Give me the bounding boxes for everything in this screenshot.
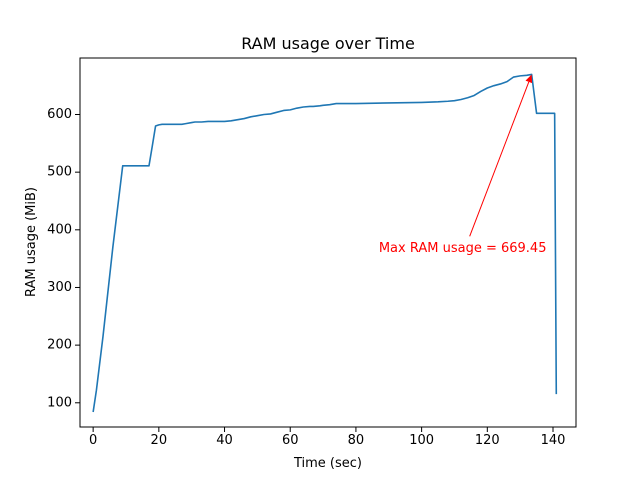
y-tick-label: 600 — [47, 107, 72, 122]
y-tick-label: 500 — [47, 165, 72, 180]
axis-ticks: 0 20 40 60 80 100 120 140 100 200 300 400 500 600 — [47, 107, 565, 448]
x-tick-label: 40 — [216, 433, 233, 448]
x-tick-label: 140 — [541, 433, 566, 448]
chart-title: RAM usage over Time — [241, 34, 415, 53]
x-tick-label: 20 — [151, 433, 168, 448]
y-tick-label: 400 — [47, 222, 72, 237]
annotation: Max RAM usage = 669.45 — [379, 74, 547, 256]
annotation-label: Max RAM usage = 669.45 — [379, 241, 547, 256]
y-tick-label: 200 — [47, 338, 72, 353]
annotation-arrowhead — [525, 74, 533, 84]
annotation-arrow — [469, 81, 530, 237]
plot-frame — [79, 57, 577, 428]
x-axis-label: Time (sec) — [293, 456, 362, 471]
series-layer — [92, 73, 558, 413]
series-line — [92, 73, 558, 413]
y-tick-label: 100 — [47, 395, 72, 410]
x-tick-label: 0 — [89, 433, 97, 448]
x-tick-label: 80 — [348, 433, 365, 448]
x-tick-label: 100 — [409, 433, 434, 448]
x-tick-label: 60 — [282, 433, 299, 448]
x-tick-label: 120 — [475, 433, 500, 448]
y-axis-label: RAM usage (MiB) — [24, 187, 39, 297]
y-tick-label: 300 — [47, 280, 72, 295]
